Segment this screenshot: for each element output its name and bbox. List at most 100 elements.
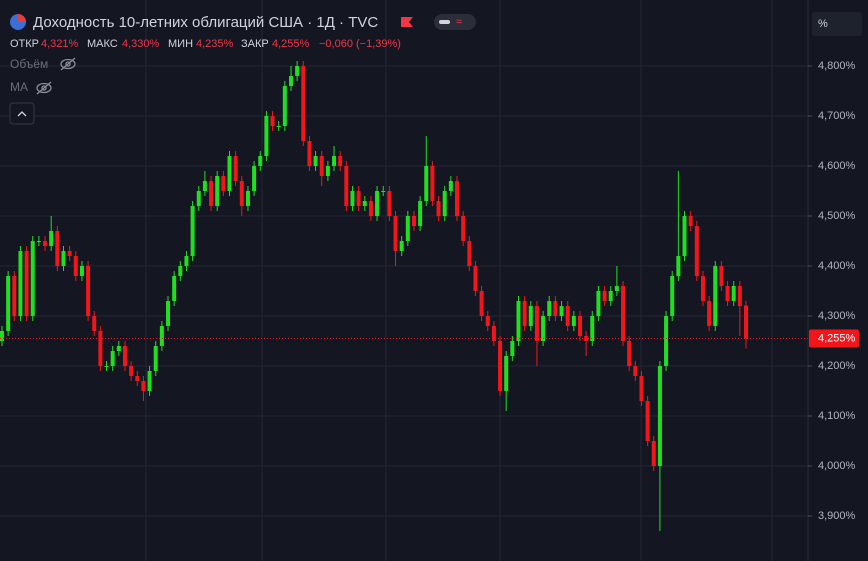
candle-body — [67, 251, 72, 256]
candle-body — [442, 191, 447, 216]
candle-body — [0, 331, 4, 341]
candle-body — [239, 181, 244, 206]
y-tick-label: 4,000% — [818, 460, 856, 472]
status-icon-2: ≈ — [456, 16, 462, 28]
candle-body — [209, 181, 214, 206]
candle-body — [651, 441, 656, 466]
candle-body — [6, 276, 11, 331]
candle-body — [12, 276, 17, 316]
candle-body — [288, 76, 293, 86]
candle-body — [227, 156, 232, 191]
candle-body — [55, 231, 60, 266]
candle-body — [455, 181, 460, 216]
low-value: 4,235% — [196, 38, 234, 50]
candle-body — [541, 316, 546, 341]
candle-body — [645, 401, 650, 441]
high-value: 4,330% — [122, 38, 160, 50]
candle-body — [202, 181, 207, 191]
y-tick-label: 4,700% — [818, 110, 856, 122]
y-tick-label: 4,600% — [818, 160, 856, 172]
volume-indicator[interactable]: Объём — [10, 57, 48, 71]
vertical-grid — [145, 0, 773, 561]
candle-body — [116, 346, 121, 351]
candle-body — [602, 291, 607, 301]
candle-body — [295, 66, 300, 76]
candle-body — [129, 366, 134, 376]
candle-body — [36, 241, 41, 242]
candle-body — [670, 276, 675, 316]
candle-body — [491, 326, 496, 341]
candle-body — [559, 306, 564, 316]
candle-body — [547, 301, 552, 316]
ohlc-row: ОТКР 4,321% МАКС 4,330% МИН 4,235% ЗАКР … — [10, 38, 401, 50]
candle-body — [744, 305, 748, 339]
candle-body — [399, 241, 404, 251]
candle-body — [682, 216, 687, 256]
candle-body — [719, 266, 724, 286]
eye-off-icon[interactable] — [60, 57, 76, 71]
candle-body — [270, 116, 275, 126]
candle-body — [276, 126, 281, 127]
candle-body — [707, 301, 712, 326]
candle-body — [98, 331, 103, 366]
caret-icon — [17, 111, 27, 117]
candle-body — [639, 376, 644, 401]
candle-body — [245, 191, 250, 206]
open-value: 4,321% — [41, 38, 79, 50]
candle-body — [43, 241, 48, 246]
candle-body — [565, 306, 570, 326]
candle-body — [18, 251, 23, 316]
candle-body — [584, 336, 589, 341]
candle-body — [30, 241, 35, 316]
candle-body — [252, 166, 257, 191]
status-pill[interactable] — [434, 14, 476, 30]
candle-body — [301, 66, 306, 141]
candle-body — [319, 156, 324, 176]
y-tick-label: 4,400% — [818, 260, 856, 272]
candle-body — [725, 286, 730, 301]
candle-body — [178, 266, 183, 276]
candle-body — [159, 326, 164, 346]
candle-body — [375, 191, 380, 216]
candle-body — [153, 346, 158, 371]
y-tick-label: 4,500% — [818, 210, 856, 222]
candle-body — [418, 201, 423, 226]
candle-body — [104, 366, 109, 367]
ma-indicator[interactable]: MA — [10, 80, 28, 94]
candle-body — [332, 156, 337, 166]
y-tick-label: 4,200% — [818, 360, 856, 372]
candle-body — [713, 266, 718, 326]
candle-body — [596, 291, 601, 316]
y-tick-label: 4,300% — [818, 310, 856, 322]
collapse-button[interactable] — [9, 102, 35, 125]
candle-body — [141, 381, 146, 391]
candle-body — [344, 166, 349, 206]
candle-body — [184, 256, 189, 266]
candle-body — [664, 316, 669, 366]
candle-body — [608, 291, 613, 301]
flag-marker[interactable] — [401, 17, 413, 27]
candle-body — [215, 176, 220, 206]
candle-body — [577, 316, 582, 336]
unit-box[interactable] — [812, 12, 862, 36]
candle-body — [498, 341, 503, 391]
candle-body — [381, 191, 386, 192]
candle-body — [264, 116, 269, 156]
candle-body — [522, 301, 527, 326]
candle-body — [172, 276, 177, 301]
candle-body — [110, 351, 115, 366]
candle-body — [258, 156, 263, 166]
last-price-box — [809, 329, 859, 348]
candle-body — [122, 346, 127, 366]
candle-body — [362, 201, 367, 206]
candle-body — [338, 156, 343, 166]
candle-body — [135, 376, 140, 381]
high-label: МАКС — [87, 38, 118, 50]
eye-off-icon[interactable] — [36, 81, 52, 95]
candle-body — [510, 341, 515, 356]
candle-body — [411, 216, 416, 226]
candle-body — [24, 251, 29, 316]
